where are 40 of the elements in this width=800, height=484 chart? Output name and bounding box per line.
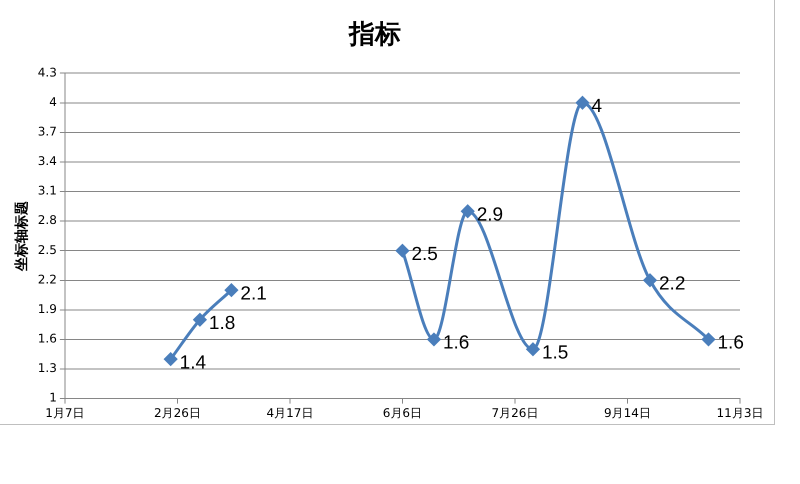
point: [427, 332, 440, 346]
y-tick-label: 2.8: [38, 213, 57, 228]
chart-title: 指标: [348, 19, 401, 50]
point: [461, 204, 474, 218]
y-tick-label: 1.3: [38, 361, 57, 376]
x-tick-label: 4月17日: [266, 406, 314, 420]
point: [526, 342, 540, 356]
y-tick-label: 1.9: [38, 302, 57, 316]
point: [193, 313, 206, 326]
y-tick-label: 3.4: [38, 154, 57, 168]
y-tick-label: 1: [49, 390, 57, 405]
x-tick-label: 9月14日: [604, 406, 651, 420]
y-axis-title: 坐标轴标题: [14, 200, 30, 272]
data-label: 2.2: [658, 274, 686, 295]
x-tick-label: 1月7日: [45, 406, 85, 420]
data-label: 2.1: [240, 283, 267, 304]
y-tick-label: 1.6: [38, 332, 57, 346]
y-tick-label: 3.1: [38, 184, 57, 198]
point: [702, 332, 715, 346]
data-label: 4: [591, 96, 602, 118]
data-label: 1.8: [208, 312, 236, 334]
y-tick-label: 4.3: [38, 65, 57, 80]
x-tick-label: 11月3日: [716, 406, 764, 420]
point: [224, 284, 238, 297]
point: [396, 244, 409, 258]
x-tick-label: 2月26日: [154, 406, 201, 420]
data-label: 2.9: [476, 204, 504, 226]
data-label: 1.6: [717, 332, 744, 354]
data-label: 1.6: [442, 332, 470, 354]
y-tick-label: 2.2: [38, 272, 57, 286]
y-tick-label: 2.5: [38, 242, 57, 257]
x-tick-label: 7月26日: [492, 406, 538, 420]
point: [643, 274, 656, 287]
y-tick-label: 4: [49, 94, 57, 109]
data-label: 2.5: [411, 244, 438, 265]
data-label: 1.4: [180, 352, 206, 374]
y-tick-label: 3.7: [38, 124, 57, 138]
data-label: 1.5: [542, 342, 568, 364]
x-tick-label: 6月6日: [382, 406, 422, 420]
point: [576, 96, 589, 110]
